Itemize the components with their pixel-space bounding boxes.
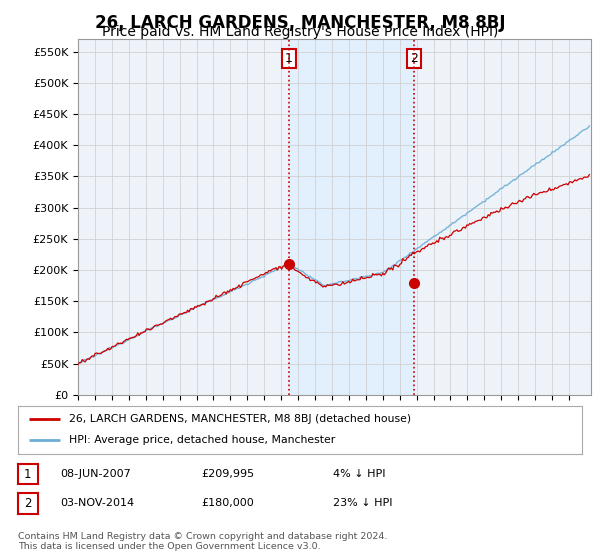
Text: 23% ↓ HPI: 23% ↓ HPI — [333, 498, 392, 508]
Text: 2: 2 — [410, 52, 418, 66]
Bar — [289, 39, 414, 395]
Text: 1: 1 — [24, 468, 32, 481]
Text: 26, LARCH GARDENS, MANCHESTER, M8 8BJ: 26, LARCH GARDENS, MANCHESTER, M8 8BJ — [95, 14, 505, 32]
Text: Contains HM Land Registry data © Crown copyright and database right 2024.
This d: Contains HM Land Registry data © Crown c… — [18, 532, 388, 552]
Text: 1: 1 — [284, 52, 293, 66]
Text: 26, LARCH GARDENS, MANCHESTER, M8 8BJ (detached house): 26, LARCH GARDENS, MANCHESTER, M8 8BJ (d… — [69, 414, 411, 424]
Text: 4% ↓ HPI: 4% ↓ HPI — [333, 469, 386, 479]
Text: 2: 2 — [24, 497, 32, 510]
Text: HPI: Average price, detached house, Manchester: HPI: Average price, detached house, Manc… — [69, 435, 335, 445]
Text: £180,000: £180,000 — [201, 498, 254, 508]
Text: £209,995: £209,995 — [201, 469, 254, 479]
Text: Price paid vs. HM Land Registry's House Price Index (HPI): Price paid vs. HM Land Registry's House … — [102, 25, 498, 39]
Text: 03-NOV-2014: 03-NOV-2014 — [60, 498, 134, 508]
Text: 08-JUN-2007: 08-JUN-2007 — [60, 469, 131, 479]
